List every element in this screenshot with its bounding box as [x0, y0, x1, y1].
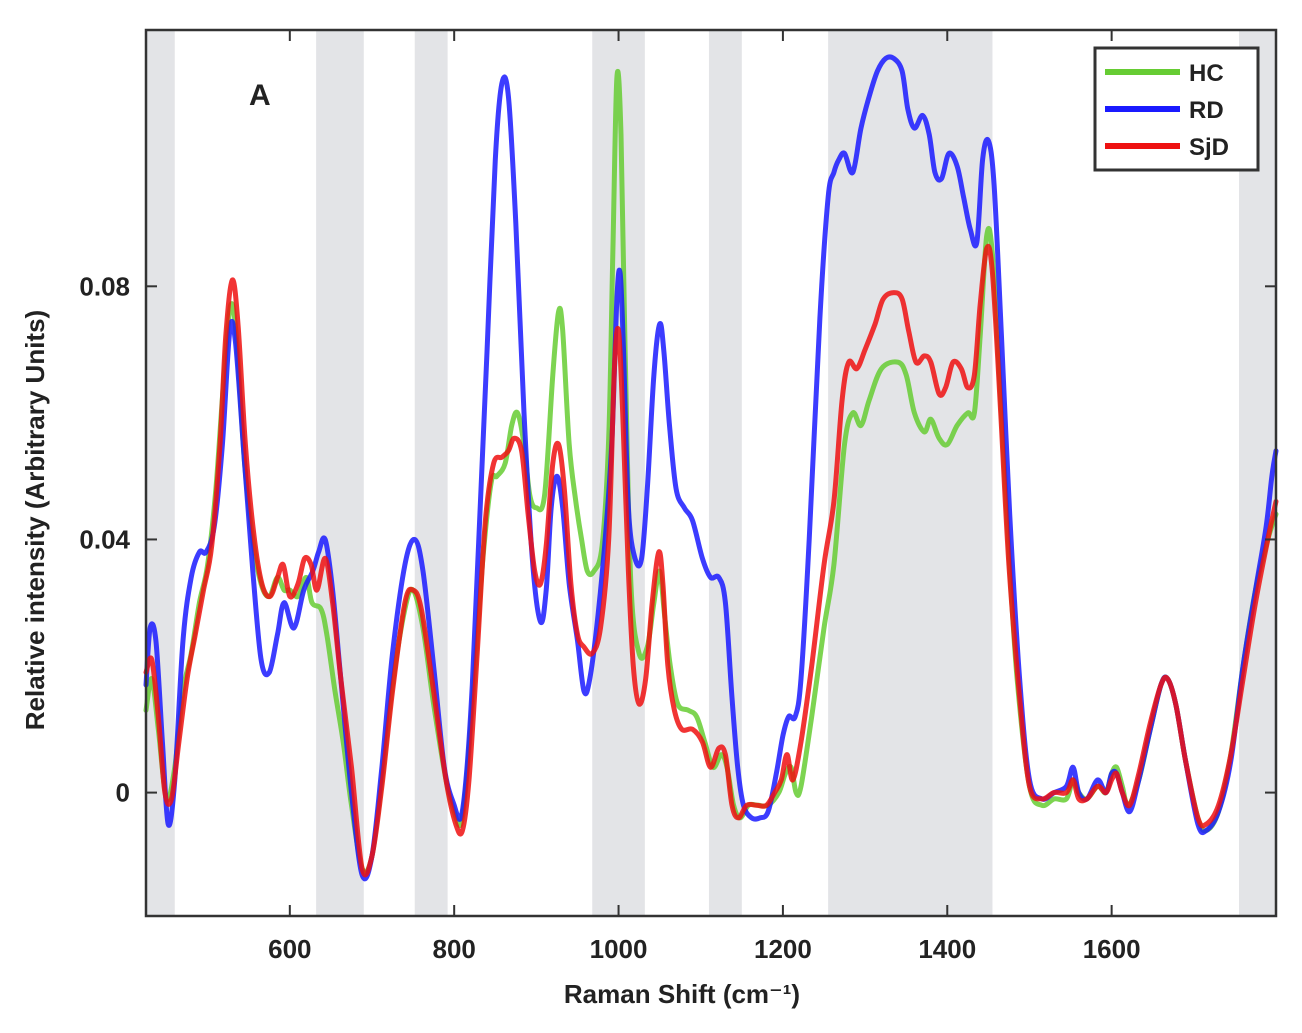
axis-ticks: 600 800 1000 1200 1400 1600 0 0.04 0.08	[79, 30, 1276, 964]
x-axis-title: Raman Shift (cm⁻¹)	[564, 979, 800, 1009]
panel-label: A	[249, 79, 271, 112]
legend-label-hc: HC	[1189, 60, 1224, 87]
shaded-band-5	[828, 30, 993, 916]
x-tick-label: 1600	[1083, 934, 1141, 964]
shaded-band-3	[592, 30, 645, 916]
x-tick-label: 600	[268, 934, 311, 964]
shaded-band-4	[708, 30, 742, 916]
y-axis-title: Relative intensity (Arbitrary Units)	[20, 310, 50, 730]
x-tick-label: 1000	[590, 934, 648, 964]
series-line-sjd	[143, 243, 1279, 878]
x-tick-label: 1200	[754, 934, 812, 964]
plot-frame	[144, 28, 1278, 918]
y-tick-label: 0.08	[79, 271, 130, 301]
shaded-band-1	[316, 30, 364, 916]
legend: HC RD SjD	[1093, 46, 1260, 172]
legend-label-sjd: SjD	[1189, 134, 1229, 161]
y-tick-label: 0.04	[79, 524, 130, 554]
shaded-band-2	[414, 30, 448, 916]
series-layer	[143, 54, 1279, 882]
legend-label-rd: RD	[1189, 97, 1224, 124]
x-tick-label: 800	[432, 934, 475, 964]
y-tick-label: 0	[116, 778, 130, 808]
x-tick-label: 1400	[918, 934, 976, 964]
